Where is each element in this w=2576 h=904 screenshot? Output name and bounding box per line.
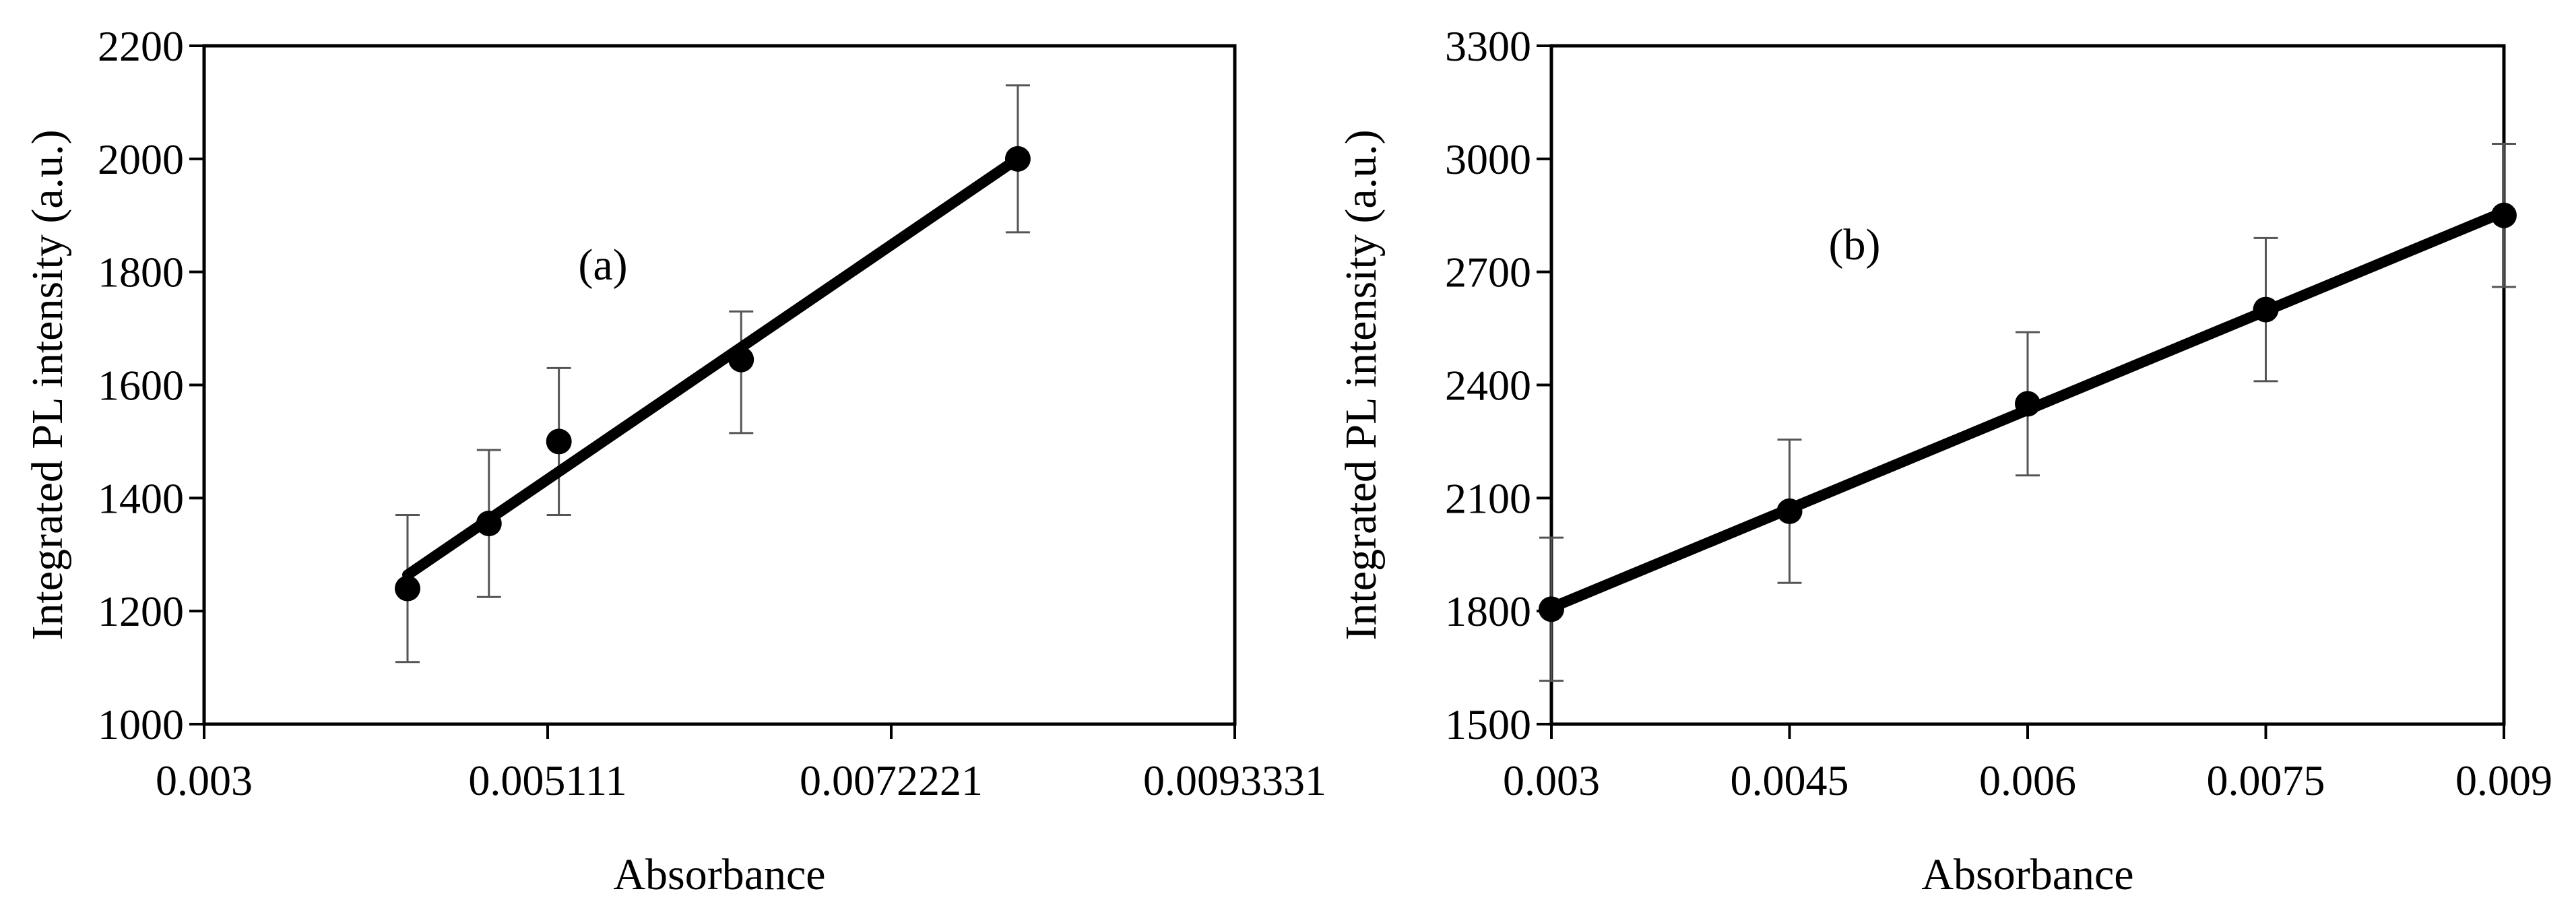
y-axis-title: Integrated PL intensity (a.u.): [23, 129, 72, 640]
x-tick-label: 0.006: [1979, 756, 2076, 804]
y-tick-label: 2400: [1445, 362, 1531, 410]
x-axis-title: Absorbance: [613, 850, 825, 899]
panel-label: (b): [1829, 220, 1881, 269]
data-point: [1004, 146, 1031, 172]
x-tick-label: 0.0075: [2207, 756, 2325, 804]
x-tick-label: 0.003: [1503, 756, 1600, 804]
data-point: [2491, 202, 2517, 228]
trend-line: [401, 153, 1023, 581]
x-tick-label: 0.009: [2455, 756, 2552, 804]
data-point: [394, 575, 420, 602]
x-axis-title: Absorbance: [1921, 850, 2133, 899]
y-tick-label: 1000: [98, 701, 184, 748]
y-tick-label: 2200: [98, 22, 184, 70]
data-point: [728, 346, 754, 373]
chart-panel-2: 1500 1800 2100 2400 2700 3000 3300 0.003 0.0045 0…: [1337, 22, 2552, 899]
y-tick-label: 1600: [98, 362, 184, 410]
y-tick-label: 2000: [98, 135, 184, 183]
data-point: [476, 511, 502, 537]
x-tick-label: 0.0093331: [1143, 756, 1326, 804]
data-point: [1776, 498, 1803, 524]
chart-panel-1: 1000 1200 1400 1600 1800 2000 2200 0.003 0.00511…: [23, 22, 1326, 899]
data-point: [2015, 391, 2040, 417]
y-tick-label: 1400: [98, 474, 184, 522]
y-tick-label: 2700: [1445, 249, 1531, 296]
y-tick-label: 3300: [1445, 22, 1531, 70]
x-tick-label: 0.003: [156, 756, 253, 804]
y-axis-title: Integrated PL intensity (a.u.): [1337, 129, 1386, 640]
x-tick-label: 0.0045: [1731, 756, 1849, 804]
plot-frame: [202, 44, 1237, 726]
x-tick-label: 0.005111: [468, 756, 626, 804]
y-tick-label: 2100: [1445, 474, 1531, 522]
y-tick-label: 1500: [1445, 701, 1531, 748]
y-tick-label: 1200: [98, 587, 184, 635]
y-tick-label: 3000: [1445, 135, 1531, 183]
y-tick-label: 1800: [1445, 587, 1531, 635]
data-point: [2253, 296, 2279, 323]
y-tick-label: 1800: [98, 249, 184, 296]
x-tick-label: 0.0072221: [800, 756, 983, 804]
data-point: [1539, 596, 1564, 622]
data-point: [546, 428, 572, 455]
panel-label: (a): [578, 240, 627, 290]
